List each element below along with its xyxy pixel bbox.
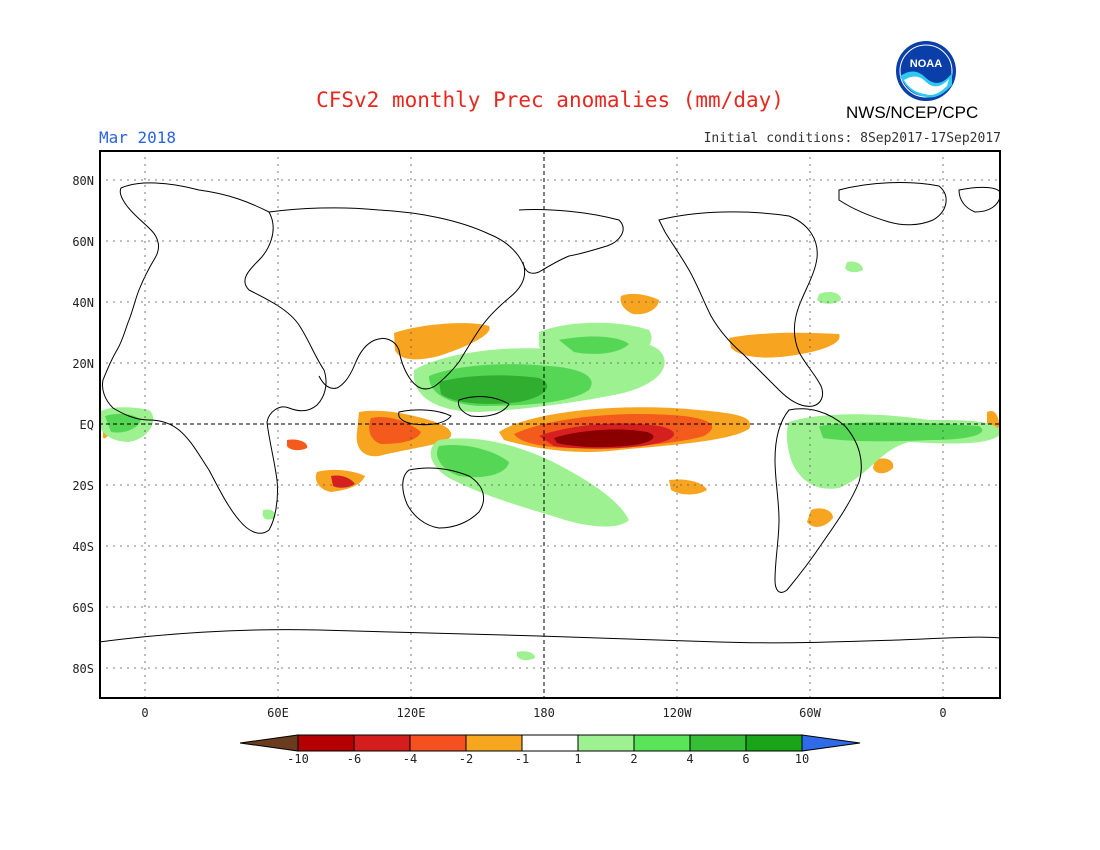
wet-anomaly-areas bbox=[99, 261, 1001, 661]
colorbar-segment bbox=[409, 734, 467, 752]
initial-conditions: Initial conditions: 8Sep2017-17Sep2017 bbox=[703, 131, 1001, 146]
colorbar-segment bbox=[521, 734, 579, 752]
colorbar-segment bbox=[745, 734, 803, 752]
colorbar bbox=[240, 734, 861, 752]
lon-label-0-east: 0 bbox=[939, 706, 947, 720]
noaa-logo: NOAA bbox=[896, 41, 956, 101]
lat-label-20n: 20N bbox=[72, 357, 94, 371]
colorbar-segment bbox=[633, 734, 691, 752]
colorbar-label: 4 bbox=[686, 752, 694, 766]
dry-anomaly-areas bbox=[103, 293, 999, 527]
colorbar-segment bbox=[689, 734, 747, 752]
colorbar-label: 10 bbox=[794, 752, 810, 766]
lat-label-40n: 40N bbox=[72, 296, 94, 310]
colorbar-segment bbox=[240, 734, 299, 752]
lon-label-60w: 60W bbox=[799, 706, 821, 720]
lon-label-120w: 120W bbox=[662, 706, 692, 720]
coastlines bbox=[99, 182, 1001, 644]
agency-label: NWS/NCEP/CPC bbox=[846, 103, 979, 122]
colorbar-segment bbox=[577, 734, 635, 752]
colorbar-label: -10 bbox=[287, 752, 309, 766]
colorbar-label: 1 bbox=[574, 752, 582, 766]
colorbar-segment bbox=[465, 734, 523, 752]
colorbar-segment bbox=[801, 734, 861, 752]
forecast-month: Mar 2018 bbox=[99, 128, 177, 147]
lat-label-60n: 60N bbox=[72, 235, 94, 249]
colorbar-label: 6 bbox=[742, 752, 750, 766]
reference-lines bbox=[99, 150, 1001, 699]
lon-label-0-west: 0 bbox=[141, 706, 149, 720]
colorbar-segment bbox=[353, 734, 411, 752]
lat-label-eq: EQ bbox=[79, 418, 94, 432]
lat-label-40s: 40S bbox=[72, 540, 94, 554]
map-plot bbox=[99, 150, 1001, 699]
lon-label-60e: 60E bbox=[267, 706, 289, 720]
colorbar-segment bbox=[297, 734, 355, 752]
colorbar-label: -1 bbox=[514, 752, 530, 766]
lat-label-60s: 60S bbox=[72, 601, 94, 615]
lat-label-20s: 20S bbox=[72, 479, 94, 493]
colorbar-label: 2 bbox=[630, 752, 638, 766]
lon-label-180: 180 bbox=[533, 706, 555, 720]
colorbar-label: -6 bbox=[346, 752, 362, 766]
lat-label-80s: 80S bbox=[72, 662, 94, 676]
lon-label-120e: 120E bbox=[396, 706, 426, 720]
chart-title: CFSv2 monthly Prec anomalies (mm/day) bbox=[316, 88, 784, 112]
noaa-logo-text: NOAA bbox=[910, 58, 942, 70]
colorbar-label: -4 bbox=[402, 752, 418, 766]
colorbar-label: -2 bbox=[458, 752, 474, 766]
lat-label-80n: 80N bbox=[72, 174, 94, 188]
map-frame bbox=[99, 150, 1001, 699]
